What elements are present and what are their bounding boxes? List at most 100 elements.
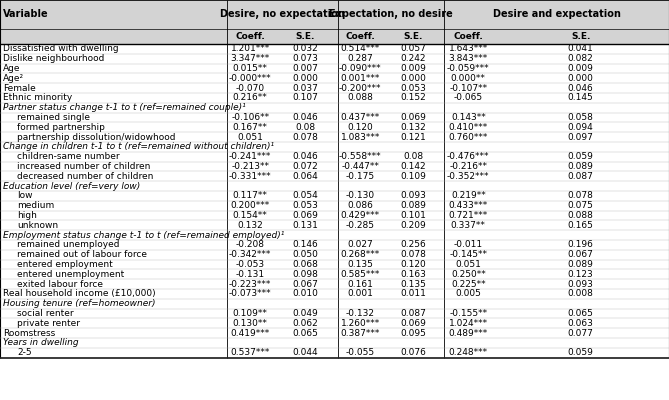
Text: -0.000***: -0.000*** [229,74,272,83]
Text: 0.069: 0.069 [292,211,318,220]
Text: exited labour force: exited labour force [17,280,104,289]
Text: -0.223***: -0.223*** [229,280,272,289]
Text: 0.089: 0.089 [401,201,426,210]
Text: 0.088: 0.088 [347,93,373,102]
Text: 0.089: 0.089 [568,162,593,171]
Text: 0.337**: 0.337** [451,221,486,230]
Text: 0.015**: 0.015** [233,64,268,73]
Text: 0.005: 0.005 [456,290,481,298]
Text: 0.101: 0.101 [401,211,426,220]
Text: 0.225**: 0.225** [451,280,486,289]
Text: 0.041: 0.041 [568,44,593,53]
Text: -0.132: -0.132 [346,309,375,318]
Text: 0.057: 0.057 [401,44,426,53]
Text: 0.046: 0.046 [292,113,318,122]
Text: entered unemployment: entered unemployment [17,270,124,279]
Text: 0.130**: 0.130** [233,319,268,328]
Text: 0.064: 0.064 [292,172,318,181]
Text: -0.216**: -0.216** [450,162,487,171]
Text: 0.098: 0.098 [292,270,318,279]
Text: 0.069: 0.069 [401,319,426,328]
Text: 0.196: 0.196 [568,240,593,250]
Text: 0.027: 0.027 [347,240,373,250]
Text: 0.059: 0.059 [568,348,593,357]
Text: Roomstress: Roomstress [3,329,55,338]
Text: 0.109**: 0.109** [233,309,268,318]
Text: 0.008: 0.008 [568,290,593,298]
Text: 0.219**: 0.219** [451,192,486,200]
Text: 0.011: 0.011 [401,290,426,298]
Text: 0.142: 0.142 [401,162,426,171]
Text: 0.135: 0.135 [401,280,426,289]
Text: 0.078: 0.078 [401,250,426,259]
Text: -0.055: -0.055 [346,348,375,357]
Text: Ethnic minority: Ethnic minority [3,93,72,102]
Text: social renter: social renter [17,309,74,318]
Text: 0.078: 0.078 [568,192,593,200]
Text: 0.051: 0.051 [237,133,263,142]
Text: -0.090***: -0.090*** [339,64,381,73]
Text: 0.087: 0.087 [568,172,593,181]
Text: 0.065: 0.065 [568,309,593,318]
Bar [0,0,669,29]
Text: S.E.: S.E. [404,32,423,41]
Text: 0.131: 0.131 [292,221,318,230]
Text: 0.095: 0.095 [401,329,426,338]
Text: 0.053: 0.053 [292,201,318,210]
Text: 0.059: 0.059 [568,152,593,161]
Text: Employment status change t-1 to t (ref=remained employed)¹: Employment status change t-1 to t (ref=r… [3,230,284,240]
Text: 0.010: 0.010 [292,290,318,298]
Text: -0.241***: -0.241*** [229,152,272,161]
Text: 0.08: 0.08 [295,123,316,132]
Text: 0.076: 0.076 [401,348,426,357]
Text: Coeff.: Coeff. [454,32,483,41]
Text: 0.248***: 0.248*** [449,348,488,357]
Text: 0.585***: 0.585*** [341,270,380,279]
Text: 0.200***: 0.200*** [231,201,270,210]
Text: 0.117**: 0.117** [233,192,268,200]
Text: Education level (ref=very low): Education level (ref=very low) [3,182,140,191]
Text: 0.437***: 0.437*** [341,113,380,122]
Text: 0.046: 0.046 [568,84,593,92]
Text: 0.135: 0.135 [347,260,373,269]
Text: 0.067: 0.067 [292,280,318,289]
Text: 0.032: 0.032 [292,44,318,53]
Text: -0.070: -0.070 [235,84,265,92]
Text: 0.009: 0.009 [568,64,593,73]
Text: 0.120: 0.120 [347,123,373,132]
Text: remained single: remained single [17,113,90,122]
Text: 0.537***: 0.537*** [231,348,270,357]
Text: Variable: Variable [3,10,48,20]
Text: 0.165: 0.165 [568,221,593,230]
Text: 0.387***: 0.387*** [341,329,380,338]
Text: Housing tenure (ref=homeowner): Housing tenure (ref=homeowner) [3,299,155,308]
Text: -0.285: -0.285 [346,221,375,230]
Text: 0.094: 0.094 [568,123,593,132]
Text: 1.024***: 1.024*** [449,319,488,328]
Text: Years in dwelling: Years in dwelling [3,338,78,347]
Text: 0.121: 0.121 [401,133,426,142]
Text: 0.433***: 0.433*** [449,201,488,210]
Text: -0.107**: -0.107** [450,84,487,92]
Text: -0.073***: -0.073*** [229,290,272,298]
Text: 0.009: 0.009 [401,64,426,73]
Text: 0.051: 0.051 [456,260,481,269]
Text: entered employment: entered employment [17,260,113,269]
Text: 0.001***: 0.001*** [341,74,380,83]
Text: 0.093: 0.093 [401,192,426,200]
Text: -0.352***: -0.352*** [447,172,490,181]
Text: 0.089: 0.089 [568,260,593,269]
Text: children-same number: children-same number [17,152,120,161]
Text: -0.011: -0.011 [454,240,483,250]
Text: 0.146: 0.146 [292,240,318,250]
Text: 1.201***: 1.201*** [231,44,270,53]
Text: remained out of labour force: remained out of labour force [17,250,147,259]
Text: -0.106**: -0.106** [231,113,269,122]
Text: 0.075: 0.075 [568,201,593,210]
Text: 0.077: 0.077 [568,329,593,338]
Text: decreased number of children: decreased number of children [17,172,154,181]
Text: 0.058: 0.058 [568,113,593,122]
Text: Coeff.: Coeff. [235,32,265,41]
Text: low: low [17,192,33,200]
Text: 0.000: 0.000 [292,74,318,83]
